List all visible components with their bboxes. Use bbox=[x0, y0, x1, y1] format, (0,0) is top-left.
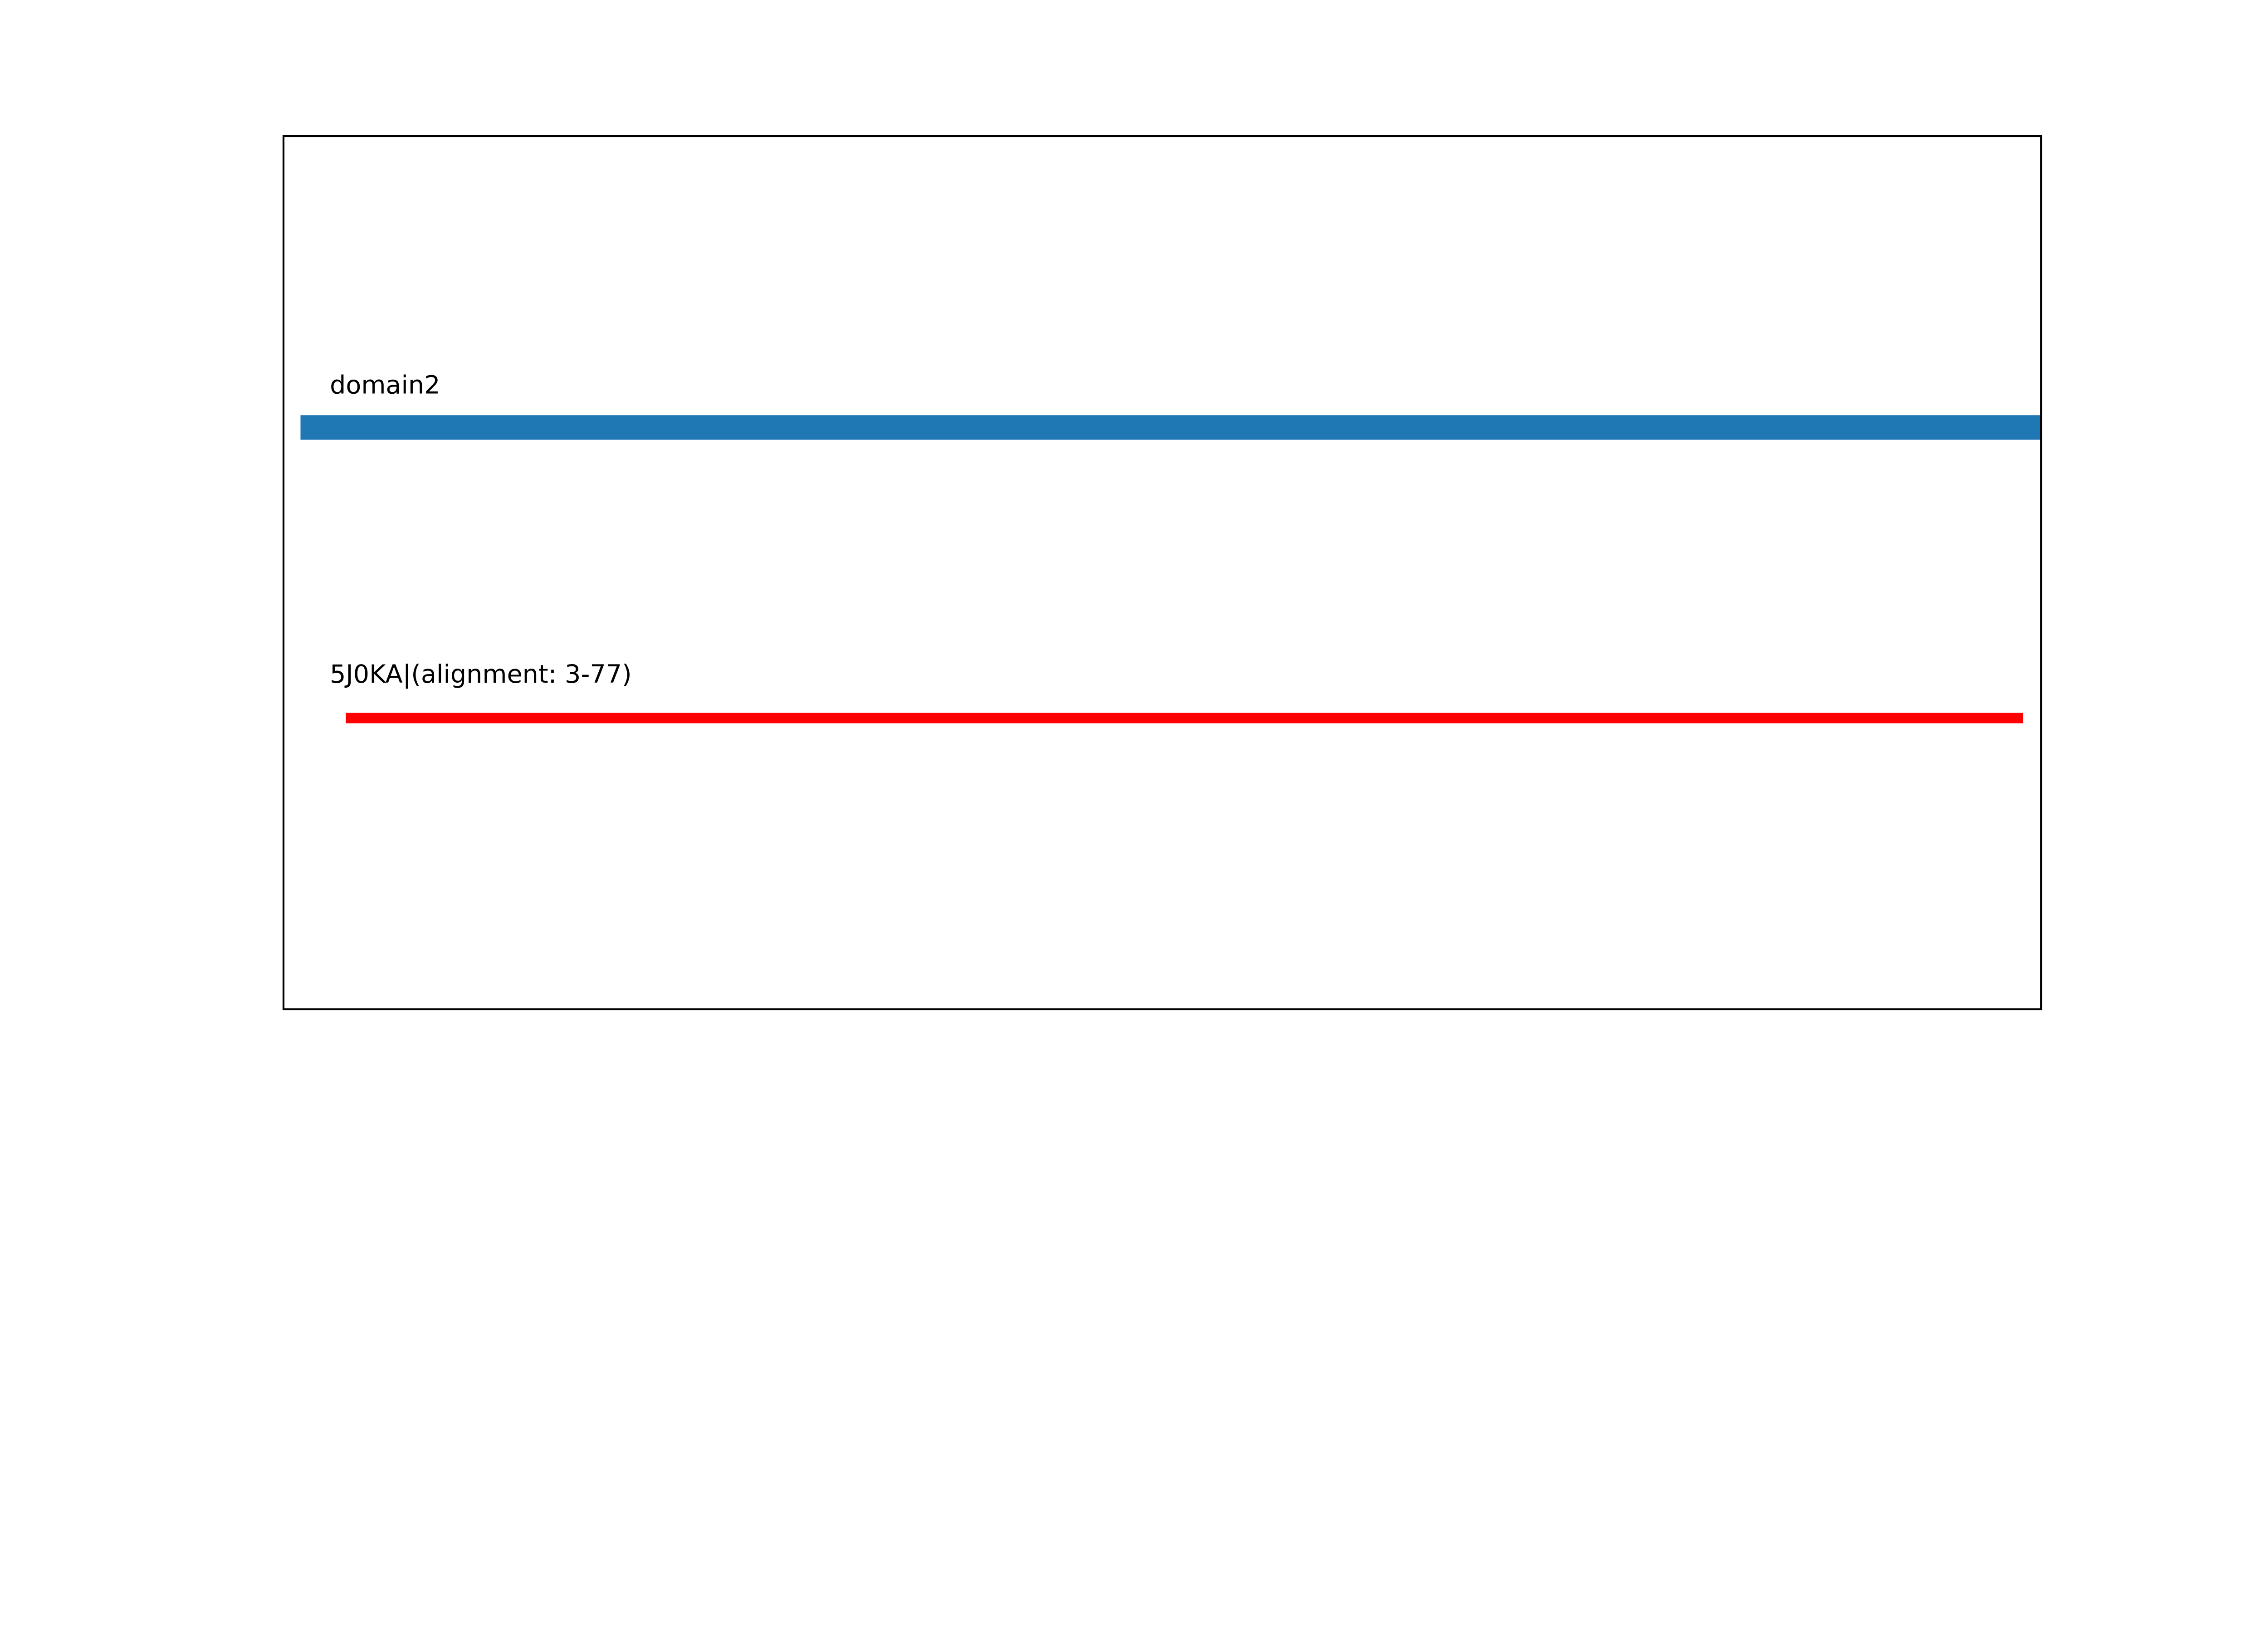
domain-alignment-chart: domain2 5J0KA|(alignment: 3-77) bbox=[0, 0, 2268, 1134]
alignment-bar bbox=[346, 713, 2024, 724]
plot-marks bbox=[300, 415, 2041, 724]
domain-label: domain2 bbox=[330, 370, 440, 400]
axes-frame bbox=[282, 135, 2043, 1011]
alignment-label: 5J0KA|(alignment: 3-77) bbox=[330, 660, 632, 689]
figure-background bbox=[0, 0, 2268, 1134]
domain-bar bbox=[300, 415, 2041, 440]
